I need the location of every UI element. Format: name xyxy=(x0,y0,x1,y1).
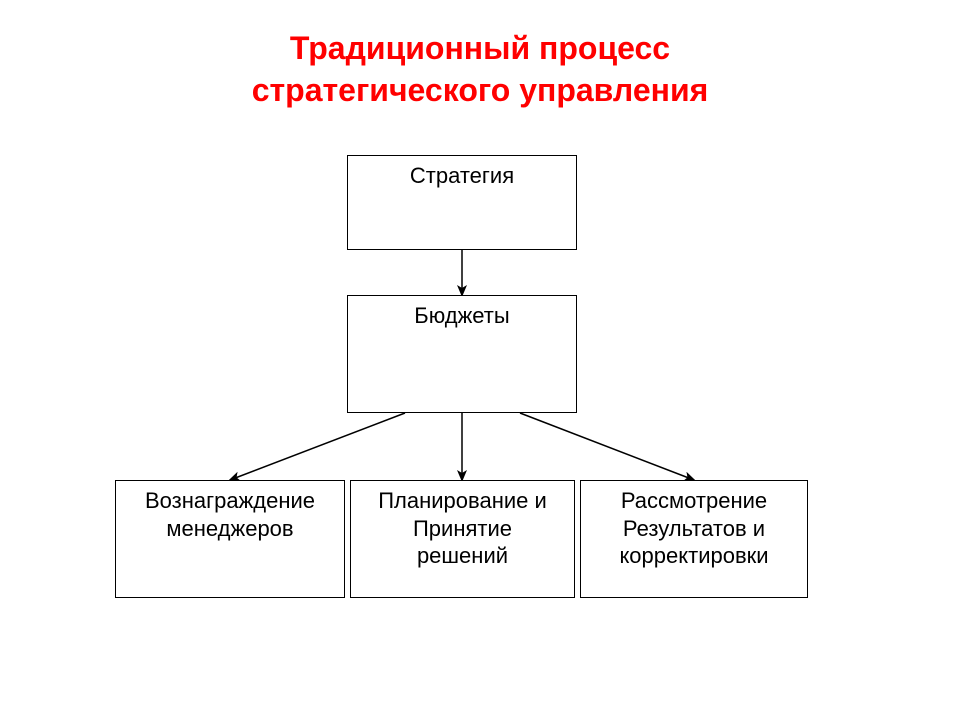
flowchart-node-budgets: Бюджеты xyxy=(347,295,577,413)
node-label: Планирование иПринятиерешений xyxy=(378,487,547,570)
flowchart-node-reward: Вознаграждениеменеджеров xyxy=(115,480,345,598)
flowchart-edge xyxy=(520,413,694,480)
flowchart-node-review: РассмотрениеРезультатов икорректировки xyxy=(580,480,808,598)
flowchart-container: Стратегия Бюджеты Вознаграждениеменеджеров… xyxy=(0,0,960,720)
flowchart-edge xyxy=(230,413,405,480)
flowchart-node-strategy: Стратегия xyxy=(347,155,577,250)
node-label: Вознаграждениеменеджеров xyxy=(145,487,315,542)
node-label: РассмотрениеРезультатов икорректировки xyxy=(619,487,768,570)
flowchart-node-planning: Планирование иПринятиерешений xyxy=(350,480,575,598)
node-label: Бюджеты xyxy=(414,302,509,330)
node-label: Стратегия xyxy=(410,162,514,190)
